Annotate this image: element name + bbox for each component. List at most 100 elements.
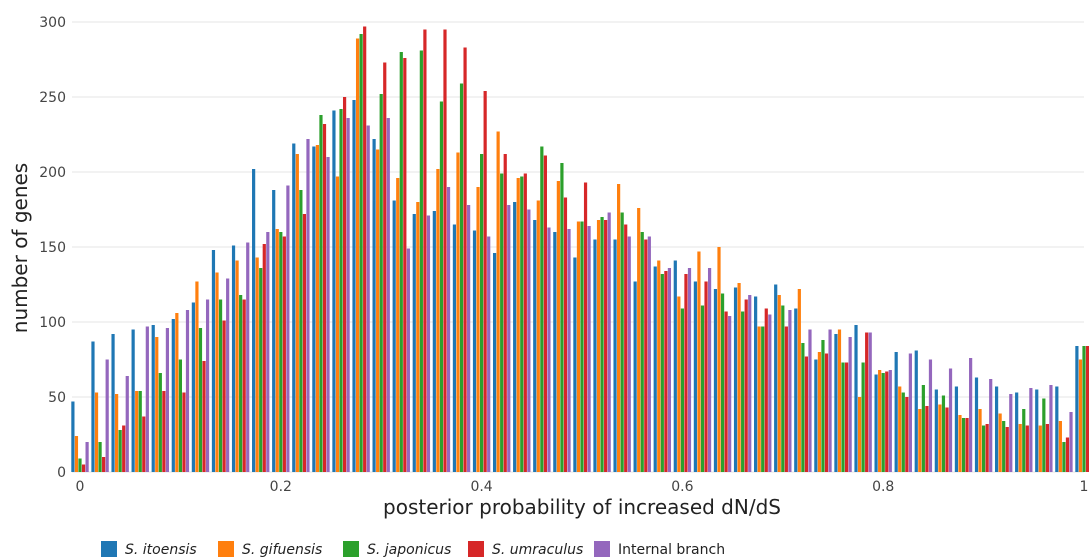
- bar: [416, 202, 420, 472]
- x-axis-title: posterior probability of increased dN/dS: [383, 495, 781, 519]
- bar: [580, 221, 584, 472]
- y-tick-label: 50: [48, 390, 66, 406]
- bar: [985, 424, 989, 472]
- bar: [1005, 427, 1009, 472]
- bar: [697, 251, 701, 472]
- bar: [748, 295, 752, 472]
- bar: [965, 418, 969, 472]
- bar: [1015, 392, 1019, 472]
- bar: [560, 163, 564, 472]
- bar: [366, 125, 370, 472]
- bar: [215, 272, 219, 472]
- bar: [821, 340, 825, 472]
- bar: [480, 154, 484, 472]
- bar: [868, 332, 872, 472]
- bar: [556, 181, 560, 472]
- bar: [211, 250, 216, 472]
- y-tick-label: 100: [39, 315, 66, 331]
- bar: [85, 442, 89, 472]
- bar: [1002, 421, 1006, 472]
- bar: [914, 350, 918, 472]
- bar: [1055, 386, 1059, 472]
- bar: [452, 224, 457, 472]
- bar: [934, 389, 938, 472]
- legend-label: S. itoensis: [125, 542, 197, 558]
- legend-swatch: [343, 541, 359, 557]
- bar: [768, 314, 772, 472]
- bar: [239, 295, 243, 472]
- legend-label: S. umraculus: [492, 542, 583, 558]
- bar: [737, 283, 741, 472]
- bar: [246, 242, 250, 472]
- bar: [459, 83, 464, 472]
- bar: [503, 154, 507, 472]
- bar: [383, 62, 387, 472]
- bar: [436, 169, 440, 472]
- bar: [335, 176, 340, 472]
- bar: [553, 232, 557, 472]
- bar: [198, 328, 203, 472]
- bar: [660, 274, 664, 472]
- legend-swatch: [594, 541, 610, 557]
- bar: [513, 202, 517, 472]
- x-tick-label: 0.8: [872, 479, 894, 495]
- bar: [764, 308, 768, 472]
- bar: [122, 425, 126, 472]
- bar: [222, 320, 226, 472]
- bar: [784, 326, 788, 472]
- bar: [292, 143, 296, 472]
- bar: [496, 131, 500, 472]
- bar: [195, 281, 199, 472]
- bar: [91, 341, 95, 472]
- legend-swatch: [101, 541, 117, 557]
- bar: [81, 464, 86, 472]
- bar: [259, 268, 263, 472]
- bar: [857, 397, 862, 472]
- bar: [396, 178, 400, 472]
- bar: [948, 368, 953, 472]
- bar: [523, 173, 527, 472]
- y-axis-ticks: 0 50 100 150 200 250 300: [39, 15, 66, 481]
- bar: [617, 184, 621, 472]
- bar: [613, 239, 617, 472]
- bar: [596, 220, 601, 472]
- x-axis-ticks: 0 0.2 0.4 0.6 0.8 1: [76, 479, 1089, 495]
- bar: [741, 311, 745, 472]
- bar: [476, 187, 480, 472]
- bar: [326, 157, 330, 472]
- bar: [142, 416, 146, 472]
- bar: [235, 260, 239, 472]
- bar: [1042, 398, 1046, 472]
- bar: [761, 326, 765, 472]
- bar: [392, 200, 396, 472]
- bar: [848, 337, 852, 472]
- bar: [744, 299, 748, 472]
- bar: [898, 386, 902, 472]
- bar: [774, 284, 778, 472]
- bar: [372, 139, 376, 472]
- legend-label: Internal branch: [618, 542, 725, 558]
- bar: [171, 319, 175, 472]
- y-tick-label: 200: [39, 165, 66, 181]
- bar: [439, 101, 444, 472]
- bar: [487, 236, 491, 472]
- bar: [861, 362, 865, 472]
- bar: [713, 289, 718, 472]
- bar: [885, 371, 889, 472]
- bar: [332, 110, 336, 472]
- bar: [854, 325, 858, 472]
- bar: [894, 352, 898, 472]
- bar: [178, 359, 182, 472]
- bar: [202, 361, 206, 472]
- bar: [804, 356, 809, 472]
- bar: [275, 229, 279, 472]
- bar: [918, 409, 922, 472]
- bar: [1029, 388, 1033, 472]
- bar: [342, 97, 347, 472]
- bar: [306, 139, 310, 472]
- bar: [680, 308, 684, 472]
- bar: [527, 209, 531, 472]
- bar: [312, 146, 316, 472]
- bar: [888, 370, 892, 472]
